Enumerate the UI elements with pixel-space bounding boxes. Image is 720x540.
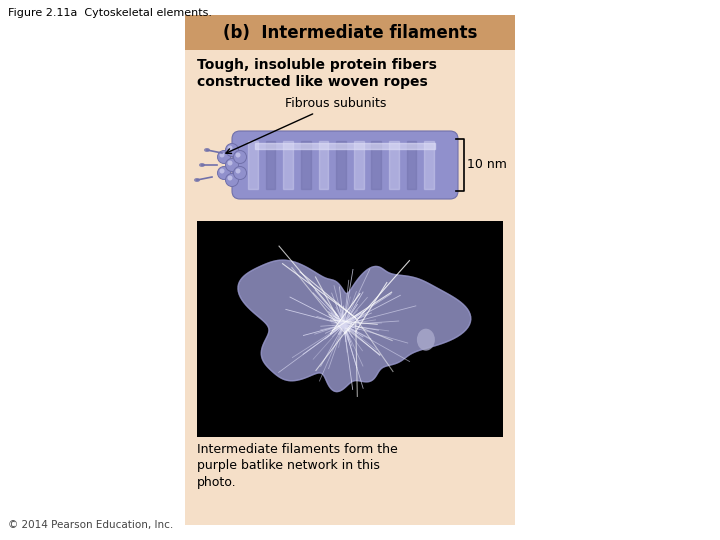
Bar: [185, 15, 515, 525]
Text: Intermediate filaments form the
purple batlike network in this
photo.: Intermediate filaments form the purple b…: [197, 443, 397, 489]
Text: Tough, insoluble protein fibers
constructed like woven ropes: Tough, insoluble protein fibers construc…: [197, 58, 437, 89]
Ellipse shape: [220, 152, 225, 158]
Ellipse shape: [233, 166, 246, 179]
Polygon shape: [301, 141, 310, 189]
Ellipse shape: [199, 163, 205, 167]
Polygon shape: [283, 141, 293, 189]
Bar: [185, 15, 515, 50]
Text: © 2014 Pearson Education, Inc.: © 2014 Pearson Education, Inc.: [8, 520, 174, 530]
Polygon shape: [266, 141, 275, 189]
Ellipse shape: [217, 151, 230, 164]
Polygon shape: [238, 260, 471, 392]
Ellipse shape: [233, 151, 246, 164]
Bar: [197, 221, 503, 437]
Ellipse shape: [220, 168, 225, 173]
Text: Fibrous subunits: Fibrous subunits: [226, 97, 387, 153]
Ellipse shape: [235, 168, 240, 173]
Ellipse shape: [228, 145, 233, 151]
Ellipse shape: [228, 176, 233, 180]
Polygon shape: [389, 141, 399, 189]
Polygon shape: [354, 141, 364, 189]
Ellipse shape: [225, 173, 238, 186]
Ellipse shape: [194, 178, 200, 182]
Ellipse shape: [225, 144, 238, 157]
Polygon shape: [318, 141, 328, 189]
Polygon shape: [424, 141, 434, 189]
Polygon shape: [238, 260, 471, 392]
Ellipse shape: [228, 160, 233, 165]
Polygon shape: [336, 141, 346, 189]
Polygon shape: [372, 141, 381, 189]
Ellipse shape: [235, 152, 240, 158]
Ellipse shape: [217, 166, 230, 179]
Ellipse shape: [225, 159, 238, 172]
Ellipse shape: [417, 329, 435, 350]
Polygon shape: [248, 141, 258, 189]
FancyBboxPatch shape: [232, 131, 458, 199]
Text: Figure 2.11a  Cytoskeletal elements.: Figure 2.11a Cytoskeletal elements.: [8, 8, 212, 18]
Ellipse shape: [204, 148, 210, 152]
Text: (b)  Intermediate filaments: (b) Intermediate filaments: [222, 24, 477, 42]
Text: 10 nm: 10 nm: [467, 159, 507, 172]
Polygon shape: [407, 141, 416, 189]
